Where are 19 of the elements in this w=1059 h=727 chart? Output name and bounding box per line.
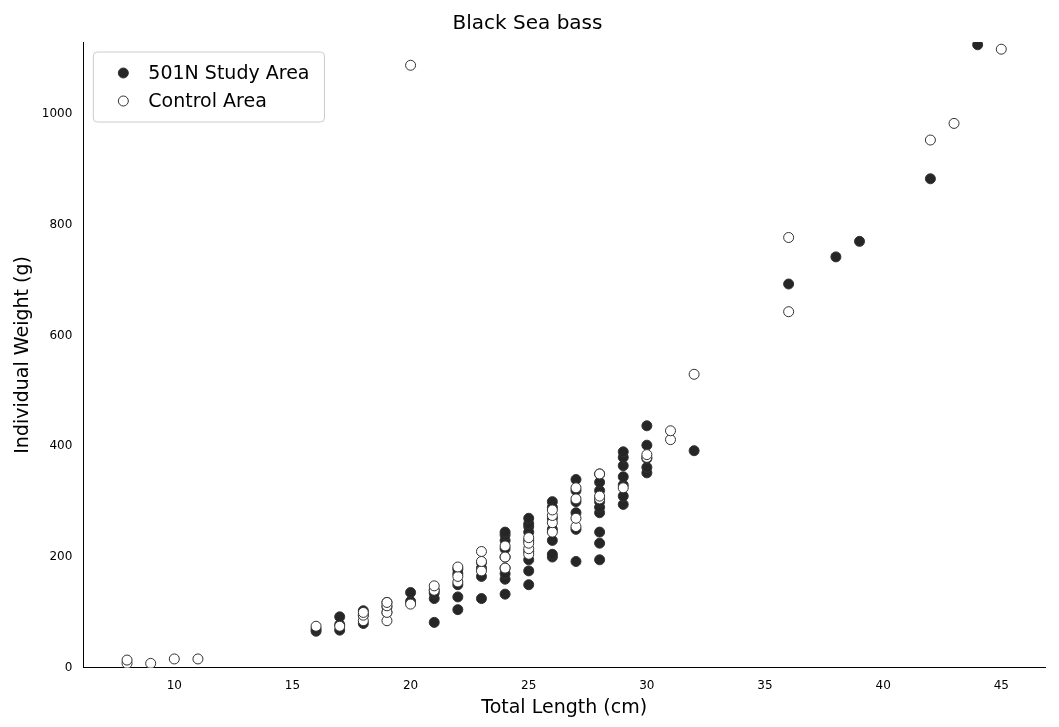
x-tick-label: 45	[993, 678, 1009, 693]
legend-label: 501N Study Area	[148, 60, 310, 83]
chart-title: Black Sea bass	[452, 10, 603, 35]
y-tick-label: 600	[49, 327, 73, 342]
y-axis-title: Individual Weight (g)	[10, 256, 33, 454]
y-tick-label: 400	[49, 438, 73, 453]
y-tick-label: 200	[49, 549, 73, 564]
legend-label: Control Area	[148, 88, 267, 111]
x-tick-label: 30	[639, 678, 655, 693]
x-tick-label: 40	[875, 678, 891, 693]
y-tick-label: 0	[64, 659, 73, 674]
x-tick-label: 10	[166, 678, 182, 693]
x-tick-label: 25	[521, 678, 537, 693]
y-tick-label: 800	[49, 216, 73, 231]
x-tick-label: 20	[402, 678, 419, 693]
x-tick-label: 15	[284, 678, 301, 693]
x-tick-label: 35	[757, 678, 773, 693]
x-axis-title: Total Length (cm)	[480, 694, 648, 717]
y-tick-label: 1000	[41, 106, 73, 121]
